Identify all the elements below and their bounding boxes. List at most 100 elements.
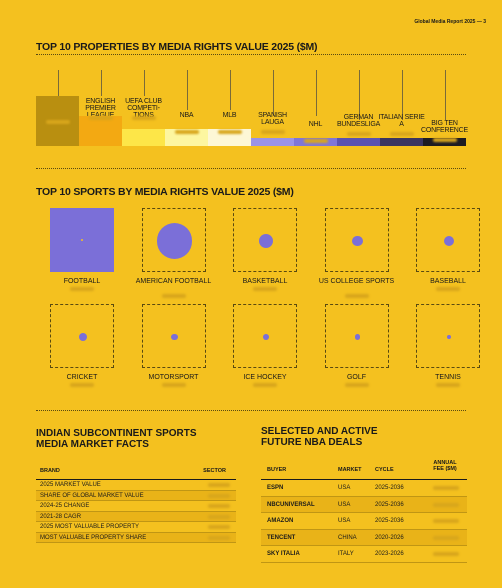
col-fee: ANNUAL FEE ($M) xyxy=(427,460,463,472)
property-label: BIG TEN CONFERENCE xyxy=(420,120,468,134)
property-value-placeholder xyxy=(303,139,328,143)
indian-title-line2: MEDIA MARKET FACTS xyxy=(36,439,149,450)
nba-cycle: 2025-2036 xyxy=(375,518,404,524)
col-cycle: CYCLE xyxy=(375,467,394,473)
indian-table-header: BRAND SECTOR xyxy=(36,463,236,480)
indian-table-row: 2021-28 CAGR xyxy=(36,511,236,522)
property-value-placeholder xyxy=(432,138,457,142)
nba-cycle: 2025-2036 xyxy=(375,485,404,491)
property-label: GERMAN BUNDESLIGA xyxy=(336,114,381,128)
indian-row-value-placeholder xyxy=(208,535,230,540)
sport-box xyxy=(324,208,389,272)
sport-value-placeholder xyxy=(253,383,277,387)
divider xyxy=(36,54,466,55)
sport-value-placeholder xyxy=(70,383,94,387)
property-value-placeholder xyxy=(346,132,371,136)
indian-title-line1: INDIAN SUBCONTINENT SPORTS xyxy=(36,428,197,439)
nba-market: USA xyxy=(338,485,351,491)
property-value-placeholder xyxy=(389,132,414,136)
sport-value-circle xyxy=(78,332,88,342)
properties-title: TOP 10 PROPERTIES BY MEDIA RIGHTS VALUE … xyxy=(36,41,318,53)
sport-label: FOOTBALL xyxy=(63,278,101,285)
sport-label: BASEBALL xyxy=(430,278,466,285)
sport-value-placeholder xyxy=(436,383,460,387)
nba-market: CHINA xyxy=(338,534,357,541)
sport-value-circle xyxy=(263,334,269,340)
indian-rows: 2025 MARKET VALUE SHARE OF GLOBAL MARKET … xyxy=(36,480,236,543)
col-fee-line2: FEE ($M) xyxy=(433,466,457,472)
nba-table-row: SKY ITALIA ITALY 2023-2026 xyxy=(261,546,467,563)
indian-row-value-placeholder xyxy=(208,483,230,487)
property-value-placeholder xyxy=(88,116,113,120)
indian-row-value-placeholder xyxy=(208,525,230,529)
sport-value-placeholder xyxy=(436,287,460,291)
nba-market: USA xyxy=(338,501,351,508)
nba-buyer: TENCENT xyxy=(267,534,296,541)
nba-cycle: 2020-2026 xyxy=(375,534,404,541)
indian-table-row: 2025 MARKET VALUE xyxy=(36,480,236,491)
col-fee-line1: ANNUAL xyxy=(433,460,457,466)
sport-value-placeholder xyxy=(344,383,369,387)
indian-table: INDIAN SUBCONTINENT SPORTS MEDIA MARKET … xyxy=(36,428,236,543)
sport-value-circle xyxy=(171,333,178,341)
nba-market: USA xyxy=(338,518,351,524)
sport-value-circle xyxy=(352,235,363,247)
sport-value-circle xyxy=(81,239,83,241)
indian-row-label: 2025 MOST VALUABLE PROPERTY xyxy=(40,524,140,530)
nba-fee-placeholder xyxy=(433,502,459,507)
property-value-placeholder xyxy=(131,116,156,120)
nba-buyer: ESPN xyxy=(267,485,284,491)
nba-table-header: BUYER MARKET CYCLE ANNUAL FEE ($M) xyxy=(261,457,467,480)
nba-fee-placeholder xyxy=(433,486,459,490)
indian-table-row: SHARE OF GLOBAL MARKET VALUE xyxy=(36,490,236,501)
col-sector: SECTOR xyxy=(203,468,226,474)
property-guide-line xyxy=(143,70,145,96)
property-guide-line xyxy=(358,70,360,120)
sport-value-placeholder xyxy=(253,287,277,291)
sport-box xyxy=(233,304,297,368)
divider xyxy=(36,410,466,411)
sport-label: ICE HOCKEY xyxy=(243,374,287,381)
indian-row-label: 2021-28 CAGR xyxy=(40,513,82,520)
sport-label: US COLLEGE SPORTS xyxy=(318,278,395,285)
indian-row-value-placeholder xyxy=(208,504,230,508)
sport-value-placeholder xyxy=(70,287,94,291)
sport-value-placeholder xyxy=(161,383,186,387)
indian-row-label: 2025 MARKET VALUE xyxy=(40,482,101,488)
property-bar xyxy=(337,138,380,146)
nba-table: SELECTED AND ACTIVE FUTURE NBA DEALS BUY… xyxy=(261,426,467,563)
property-guide-line xyxy=(272,70,274,116)
sport-label: GOLF xyxy=(346,374,367,381)
property-guide-line xyxy=(315,70,317,116)
indian-table-row: 2024-25 CHANGE xyxy=(36,501,236,512)
sport-label: AMERICAN FOOTBALL xyxy=(135,278,212,285)
nba-buyer: SKY ITALIA xyxy=(267,551,300,557)
property-label: SPANISH LAUGA xyxy=(258,112,287,126)
sport-label: CRICKET xyxy=(66,374,98,381)
sport-box xyxy=(416,208,480,272)
sport-box xyxy=(50,208,114,272)
property-bar xyxy=(380,138,423,146)
sport-box xyxy=(50,304,114,368)
nba-table-row: NBCUNIVERSAL USA 2025-2036 xyxy=(261,496,467,513)
sports-title: TOP 10 SPORTS BY MEDIA RIGHTS VALUE 2025… xyxy=(36,186,294,198)
indian-table-row: 2025 MOST VALUABLE PROPERTY xyxy=(36,522,236,533)
nba-cycle: 2025-2036 xyxy=(375,501,404,508)
property-guide-line xyxy=(444,70,446,120)
sports-grid: FOOTBALL AMERICAN FOOTBALL BASKETBALL US CO… xyxy=(36,208,480,398)
sport-value-placeholder xyxy=(161,294,186,298)
sport-value-circle xyxy=(156,223,193,259)
nba-table-row: TENCENT CHINA 2020-2026 xyxy=(261,529,467,546)
sport-box xyxy=(324,304,389,368)
divider xyxy=(36,168,466,169)
property-value-placeholder xyxy=(45,120,70,124)
property-value-placeholder xyxy=(174,130,199,134)
property-value-placeholder xyxy=(217,130,242,134)
property-bar xyxy=(423,138,466,146)
property-label: NHL xyxy=(308,121,323,128)
indian-row-label: 2024-25 CHANGE xyxy=(40,503,90,509)
property-label: ENGLISH PREMIER LEAGUE xyxy=(85,98,116,119)
indian-row-label: MOST VALUABLE PROPERTY SHARE xyxy=(40,534,147,541)
property-guide-line xyxy=(186,70,188,110)
property-label: UEFA CLUB COMPETI- TIONS xyxy=(125,98,162,119)
